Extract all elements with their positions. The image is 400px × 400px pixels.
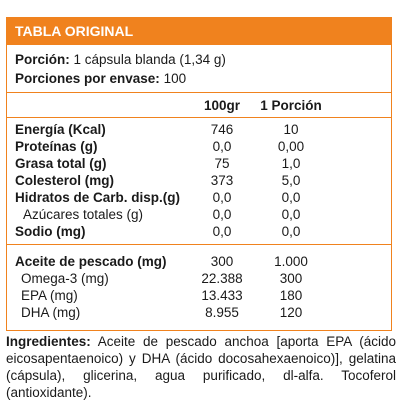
nutrient-value-100gr: 373 [210,173,234,188]
nutrient-value-100gr: 75 [214,156,230,171]
fish-oil-label: DHA (mg) [21,305,81,320]
nutrient-value-100gr: 0,0 [212,190,232,205]
fish-oil-value-portion: 300 [279,271,303,286]
column-header-100gr: 100gr [203,98,241,113]
divider [7,117,391,119]
fish-oil-value-100gr: 8.955 [205,305,239,320]
ingredients-block: Ingredientes: Aceite de pescado anchoa [… [6,333,396,400]
servings-label: Porciones por envase: [15,71,160,86]
fish-oil-label: Omega-3 (mg) [21,271,109,286]
nutrition-table: TABLA ORIGINAL Porción: 1 cápsula blanda… [6,17,392,331]
fish-oil-label: EPA (mg) [21,288,78,303]
servings-row: Porciones por envase: 100 [15,71,186,87]
table-title: TABLA ORIGINAL [7,18,391,45]
nutrient-value-portion: 0,0 [281,207,301,222]
nutrient-label: Sodio (mg) [15,224,86,239]
portion-label: Porción: [15,52,70,67]
nutrient-value-100gr: 0,0 [212,207,232,222]
nutrient-label: Energía (Kcal) [15,122,106,137]
portion-row: Porción: 1 cápsula blanda (1,34 g) [15,52,226,68]
fish-oil-value-100gr: 300 [210,254,234,269]
nutrient-value-100gr: 0,0 [212,139,232,154]
ingredients-text: Aceite de pescado anchoa [aporta EPA (ác… [6,334,396,400]
nutrient-value-portion: 0,0 [281,224,301,239]
nutrient-label: Hidratos de Carb. disp.(g) [15,190,181,205]
nutrient-value-portion: 0,00 [277,139,305,154]
nutrient-label: Azúcares totales (g) [23,207,144,222]
fish-oil-value-portion: 180 [279,288,303,303]
servings-value: 100 [163,71,187,86]
nutrient-label: Colesterol (mg) [15,173,115,188]
fish-oil-label: Aceite de pescado (mg) [15,254,167,269]
nutrient-label: Proteínas (g) [15,139,98,154]
nutrient-value-100gr: 746 [210,122,234,137]
nutrient-label: Grasa total (g) [15,156,107,171]
fish-oil-value-100gr: 22.388 [201,271,243,286]
column-header-portion: 1 Porción [260,98,322,113]
divider [7,92,391,94]
nutrient-value-100gr: 0,0 [212,224,232,239]
divider [7,244,391,246]
ingredients-label: Ingredientes: [6,334,91,349]
fish-oil-value-100gr: 13.433 [201,288,243,303]
fish-oil-value-portion: 120 [279,305,303,320]
nutrient-value-portion: 5,0 [281,173,301,188]
fish-oil-value-portion: 1.000 [274,254,308,269]
nutrient-value-portion: 0,0 [281,190,301,205]
portion-value: 1 cápsula blanda (1,34 g) [73,52,226,67]
nutrient-value-portion: 10 [283,122,299,137]
nutrient-value-portion: 1,0 [281,156,301,171]
